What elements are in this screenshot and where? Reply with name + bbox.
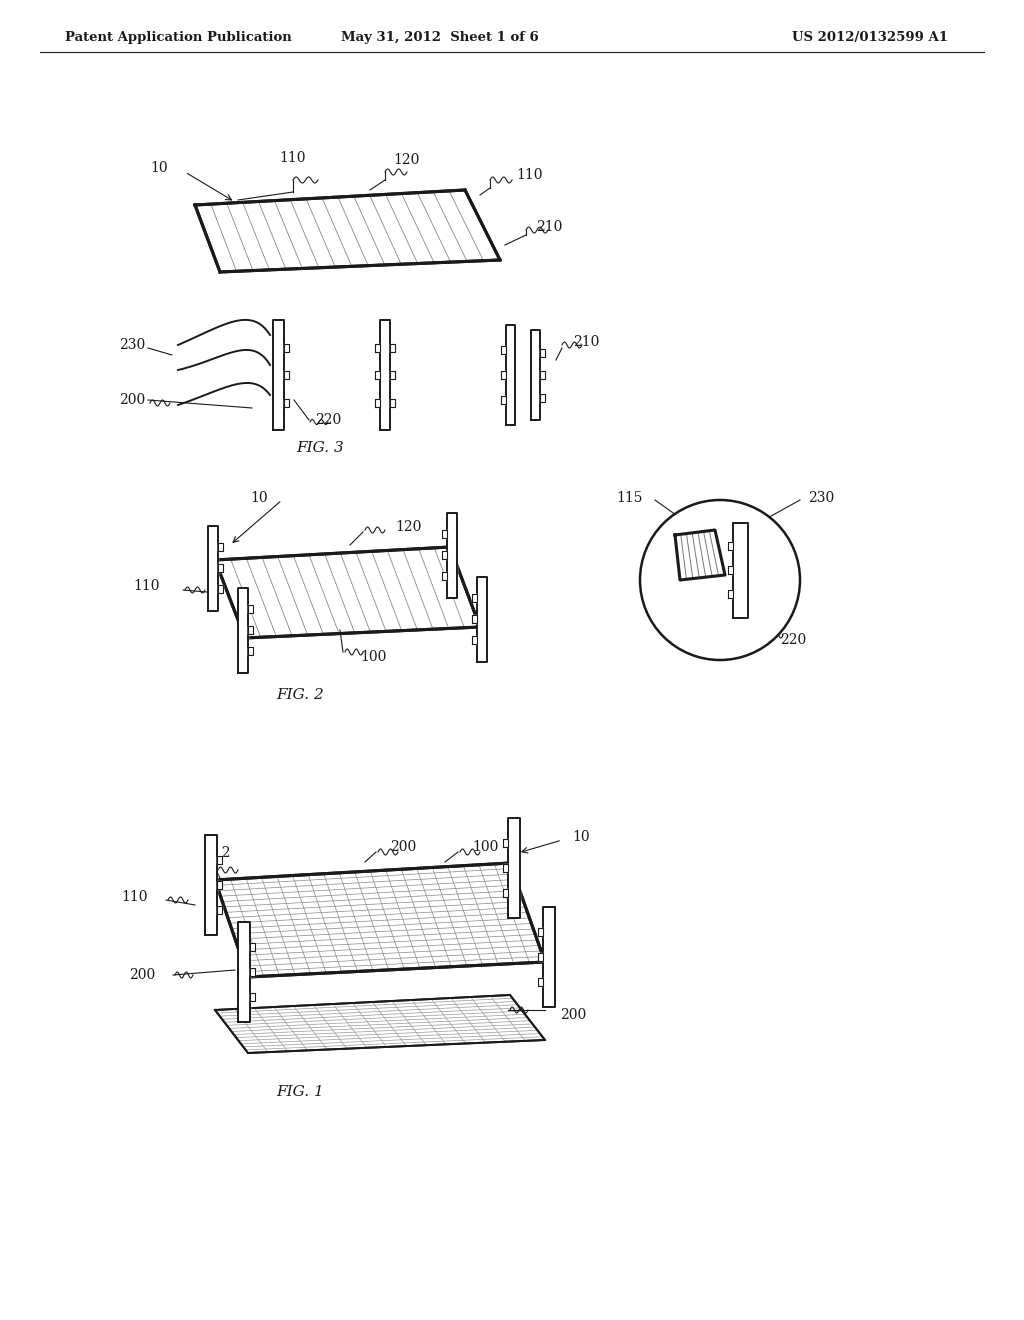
Polygon shape <box>442 529 447 537</box>
Polygon shape <box>248 626 253 634</box>
Polygon shape <box>501 371 506 379</box>
Text: 120: 120 <box>395 520 421 535</box>
Text: 230: 230 <box>119 338 145 352</box>
Text: May 31, 2012  Sheet 1 of 6: May 31, 2012 Sheet 1 of 6 <box>341 30 539 44</box>
Polygon shape <box>442 573 447 581</box>
Polygon shape <box>732 523 748 618</box>
Polygon shape <box>218 543 223 550</box>
Polygon shape <box>508 818 520 917</box>
Polygon shape <box>447 512 457 598</box>
Circle shape <box>640 500 800 660</box>
Polygon shape <box>195 190 500 272</box>
Polygon shape <box>477 577 487 661</box>
Text: US 2012/0132599 A1: US 2012/0132599 A1 <box>792 30 948 44</box>
Text: 100: 100 <box>360 649 386 664</box>
Polygon shape <box>208 525 218 610</box>
Text: 10: 10 <box>151 161 168 176</box>
Text: FIG. 1: FIG. 1 <box>276 1085 324 1100</box>
Polygon shape <box>284 399 289 407</box>
Polygon shape <box>248 605 253 612</box>
Polygon shape <box>390 399 395 407</box>
Text: FIG. 3: FIG. 3 <box>296 441 344 455</box>
Polygon shape <box>390 371 395 379</box>
Polygon shape <box>380 319 390 430</box>
Text: 220: 220 <box>780 634 806 647</box>
Polygon shape <box>215 863 545 977</box>
Polygon shape <box>217 906 222 913</box>
Text: 210: 210 <box>536 220 562 234</box>
Polygon shape <box>250 993 255 1001</box>
Polygon shape <box>503 865 508 873</box>
Polygon shape <box>238 587 248 672</box>
Polygon shape <box>375 343 380 351</box>
Text: 10: 10 <box>251 491 268 506</box>
Polygon shape <box>675 531 725 579</box>
Polygon shape <box>375 371 380 379</box>
Polygon shape <box>501 396 506 404</box>
Text: 200: 200 <box>390 840 416 854</box>
Polygon shape <box>205 836 217 935</box>
Text: 110: 110 <box>516 168 543 182</box>
Polygon shape <box>472 594 477 602</box>
Text: 112: 112 <box>205 846 231 861</box>
Text: 115: 115 <box>616 491 643 506</box>
Polygon shape <box>390 343 395 351</box>
Polygon shape <box>442 550 447 558</box>
Polygon shape <box>284 343 289 351</box>
Text: 110: 110 <box>133 579 160 593</box>
Polygon shape <box>727 566 732 574</box>
Text: 210: 210 <box>573 335 599 348</box>
Text: 200: 200 <box>119 393 145 407</box>
Polygon shape <box>250 942 255 950</box>
Polygon shape <box>218 564 223 572</box>
Polygon shape <box>472 615 477 623</box>
Text: 200: 200 <box>560 1008 587 1022</box>
Text: 110: 110 <box>122 890 148 904</box>
Text: 110: 110 <box>280 150 306 165</box>
Text: 230: 230 <box>808 491 835 506</box>
Polygon shape <box>540 371 545 379</box>
Polygon shape <box>218 585 223 593</box>
Polygon shape <box>503 840 508 847</box>
Polygon shape <box>217 855 222 865</box>
Polygon shape <box>503 888 508 898</box>
Polygon shape <box>727 590 732 598</box>
Polygon shape <box>506 325 514 425</box>
Polygon shape <box>472 636 477 644</box>
Polygon shape <box>540 393 545 401</box>
Polygon shape <box>248 647 253 655</box>
Polygon shape <box>272 319 284 430</box>
Text: 220: 220 <box>315 413 341 426</box>
Text: FIG. 2: FIG. 2 <box>276 688 324 702</box>
Polygon shape <box>530 330 540 420</box>
Polygon shape <box>215 995 545 1053</box>
Polygon shape <box>540 348 545 356</box>
Polygon shape <box>217 880 222 888</box>
Polygon shape <box>375 399 380 407</box>
Polygon shape <box>543 907 555 1007</box>
Polygon shape <box>215 546 480 638</box>
Polygon shape <box>538 953 543 961</box>
Text: 100: 100 <box>472 840 499 854</box>
Polygon shape <box>250 968 255 975</box>
Polygon shape <box>538 928 543 936</box>
Polygon shape <box>238 921 250 1022</box>
Text: 120: 120 <box>393 153 420 168</box>
Text: 10: 10 <box>572 830 590 843</box>
Polygon shape <box>284 371 289 379</box>
Polygon shape <box>727 543 732 550</box>
Text: 200: 200 <box>129 968 155 982</box>
Polygon shape <box>538 978 543 986</box>
Polygon shape <box>501 346 506 354</box>
Text: Patent Application Publication: Patent Application Publication <box>65 30 292 44</box>
